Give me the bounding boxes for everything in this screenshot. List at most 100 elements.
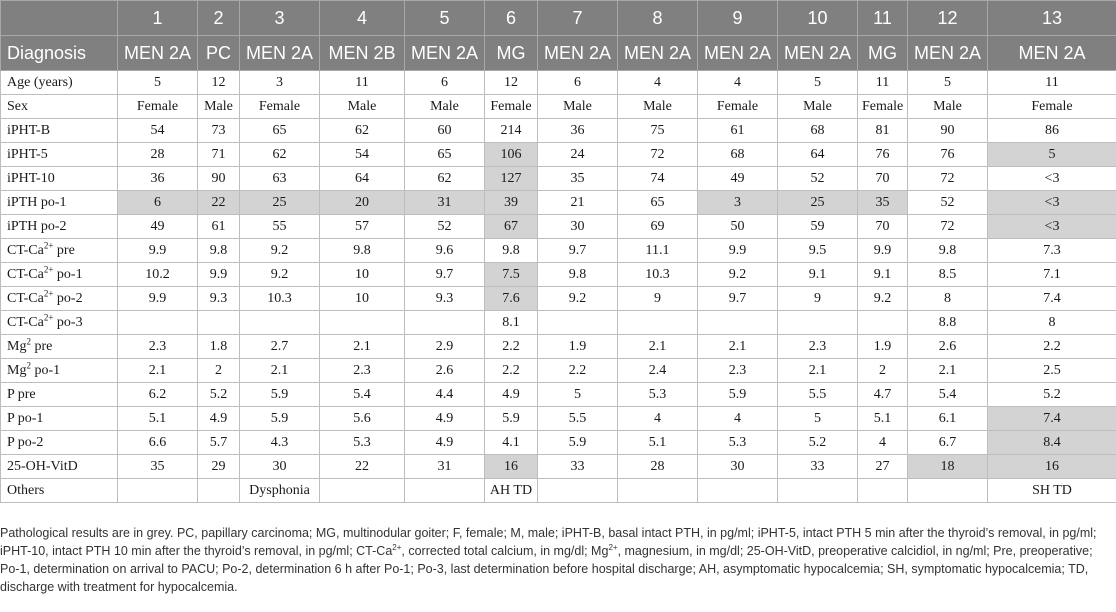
data-cell: 7.5 (484, 262, 538, 287)
footnote-sup-2: 2+ (608, 542, 618, 552)
table-footnote: Pathological results are in grey. PC, pa… (0, 524, 1110, 596)
data-cell: 1.9 (857, 334, 908, 359)
data-cell: 9.9 (857, 238, 908, 263)
data-cell: 2.5 (987, 358, 1116, 383)
data-cell: 4.9 (197, 406, 240, 431)
data-cell: 90 (197, 166, 240, 191)
data-cell: 4 (617, 406, 698, 431)
row-label: P po-1 (0, 406, 118, 431)
data-cell: 2.2 (987, 334, 1116, 359)
data-cell: 52 (777, 166, 858, 191)
diagnosis-cell: MEN 2A (404, 35, 485, 71)
data-cell: 9.8 (537, 262, 618, 287)
data-cell: 127 (484, 166, 538, 191)
data-cell: 5 (537, 382, 618, 407)
data-cell: 33 (537, 454, 618, 479)
data-cell: 90 (907, 118, 988, 143)
data-cell: 5.5 (537, 406, 618, 431)
row-label: iPHT-B (0, 118, 118, 143)
data-cell: 28 (117, 142, 198, 167)
data-cell: 59 (777, 214, 858, 239)
data-cell: 5.2 (987, 382, 1116, 407)
data-cell: 5 (117, 70, 198, 95)
data-cell: 3 (697, 190, 778, 215)
row-label: iPHT-5 (0, 142, 118, 167)
data-cell: 31 (404, 190, 485, 215)
data-cell: 6.6 (117, 430, 198, 455)
data-cell: 62 (239, 142, 320, 167)
data-cell: 5.2 (197, 382, 240, 407)
data-cell: 33 (777, 454, 858, 479)
data-cell: 3 (239, 70, 320, 95)
data-cell: 9.6 (404, 238, 485, 263)
data-cell: 9.2 (537, 286, 618, 311)
data-cell (319, 310, 405, 335)
data-cell: 12 (197, 70, 240, 95)
data-cell: 5.3 (697, 430, 778, 455)
data-cell: 30 (697, 454, 778, 479)
case-number-header: 11 (857, 0, 908, 36)
data-cell: 2.2 (484, 334, 538, 359)
diagnosis-cell: MEN 2A (907, 35, 988, 71)
diagnosis-cell: MEN 2A (117, 35, 198, 71)
row-label-text: iPTH po-1 (7, 194, 67, 210)
data-cell: 2.1 (697, 334, 778, 359)
row-label: P po-2 (0, 430, 118, 455)
data-cell: 2.3 (117, 334, 198, 359)
data-cell: 1.8 (197, 334, 240, 359)
data-cell: 55 (239, 214, 320, 239)
table-row: Others Dysphonia AH TD SH TD (0, 478, 1116, 503)
diagnosis-cell: MEN 2A (239, 35, 320, 71)
data-cell: Female (117, 94, 198, 119)
case-number-header: 2 (197, 0, 240, 36)
data-cell: 5.1 (117, 406, 198, 431)
data-cell: 72 (617, 142, 698, 167)
table-row: iPTH po-2 49 61 55 57 52 67 30 69 50 59 70 72 <3 (0, 214, 1116, 239)
diagnosis-cell: MG (857, 35, 908, 71)
data-cell: <3 (987, 166, 1116, 191)
data-cell: 24 (537, 142, 618, 167)
data-cell: 72 (907, 166, 988, 191)
data-cell: 9.9 (117, 238, 198, 263)
data-cell: 10 (319, 286, 405, 311)
data-cell: Male (617, 94, 698, 119)
data-cell (697, 310, 778, 335)
row-label-text: CT-Ca (7, 266, 44, 282)
data-cell: 9.5 (777, 238, 858, 263)
data-cell: 30 (239, 454, 320, 479)
data-cell: 62 (404, 166, 485, 191)
case-number-header: 13 (987, 0, 1116, 36)
data-cell: 9.7 (404, 262, 485, 287)
data-cell: 8 (907, 286, 988, 311)
data-cell (197, 478, 240, 503)
row-label: Mg2 po-1 (0, 358, 118, 383)
data-cell: 64 (777, 142, 858, 167)
data-cell: Female (987, 94, 1116, 119)
diagnosis-cell: MEN 2A (617, 35, 698, 71)
diagnosis-cell: MEN 2A (987, 35, 1116, 71)
row-label-superscript: 2+ (43, 239, 54, 250)
data-cell: 8.1 (484, 310, 538, 335)
data-cell: 7.1 (987, 262, 1116, 287)
row-label-suffix: pre (53, 242, 75, 258)
row-label-text: P po-2 (7, 434, 44, 450)
data-cell: 4 (857, 430, 908, 455)
data-cell: 61 (197, 214, 240, 239)
data-cell: 5.9 (697, 382, 778, 407)
data-cell: 2 (857, 358, 908, 383)
table-row: iPHT-10 36 90 63 64 62 127 35 74 49 52 70 72 <3 (0, 166, 1116, 191)
data-cell (197, 310, 240, 335)
data-cell: 2.1 (319, 334, 405, 359)
row-label: Sex (0, 94, 118, 119)
data-cell: <3 (987, 190, 1116, 215)
data-cell: 2.1 (777, 358, 858, 383)
data-cell (117, 310, 198, 335)
row-label-text: iPHT-B (7, 122, 51, 138)
data-cell: 71 (197, 142, 240, 167)
data-cell: 4 (697, 70, 778, 95)
data-cell: 106 (484, 142, 538, 167)
data-cell: 2 (197, 358, 240, 383)
data-cell: 70 (857, 166, 908, 191)
row-label: CT-Ca2+ pre (0, 238, 118, 263)
table-container: 1 2 3 4 5 6 7 8 9 10 11 12 13 Diagnosis MEN 2A PC MEN … (0, 0, 1116, 594)
